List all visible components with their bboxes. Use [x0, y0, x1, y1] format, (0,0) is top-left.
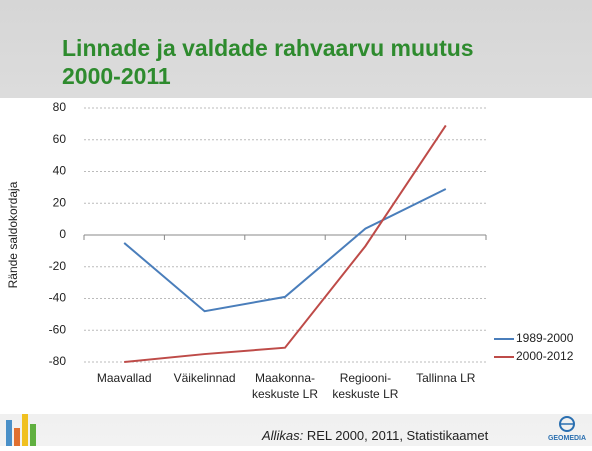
y-tick-label: -60	[49, 322, 67, 336]
y-tick-label: -40	[49, 291, 67, 305]
series-line	[123, 188, 447, 313]
bar-icon	[6, 414, 36, 446]
y-tick-label: 20	[53, 195, 67, 209]
x-tick-label: Väikelinnad	[174, 371, 236, 385]
x-tick-label: Tallinna LR	[416, 371, 476, 385]
title-line: 2000-2011	[62, 63, 171, 89]
y-tick-label: 0	[59, 227, 66, 241]
y-tick-label: 40	[53, 164, 67, 178]
logo-text: GEOMEDIA	[548, 435, 586, 442]
x-tick-label: Maavallad	[97, 371, 152, 385]
y-tick-label: -80	[49, 354, 67, 368]
y-axis-label: Rände saldokordaja	[6, 181, 20, 288]
legend-label: 2000-2012	[516, 349, 574, 363]
x-tick-label: keskuste LR	[252, 387, 318, 401]
series-line	[124, 124, 447, 363]
source-label: Allikas:	[261, 428, 304, 443]
title-line: Linnade ja valdade rahvaarvu muutus	[62, 35, 474, 61]
x-tick-label: keskuste LR	[332, 387, 398, 401]
y-tick-label: 60	[53, 132, 67, 146]
y-tick-label: -20	[49, 259, 67, 273]
x-tick-label: Regiooni-	[340, 371, 391, 385]
source-text: REL 2000, 2011, Statistikaamet	[307, 428, 489, 443]
source: Allikas: REL 2000, 2011, Statistikaamet	[261, 428, 489, 443]
chart-area	[0, 98, 592, 414]
legend-label: 1989-2000	[516, 331, 574, 345]
y-tick-label: 80	[53, 100, 67, 114]
x-tick-label: Maakonna-	[255, 371, 315, 385]
logo: GEOMEDIA	[548, 416, 586, 442]
